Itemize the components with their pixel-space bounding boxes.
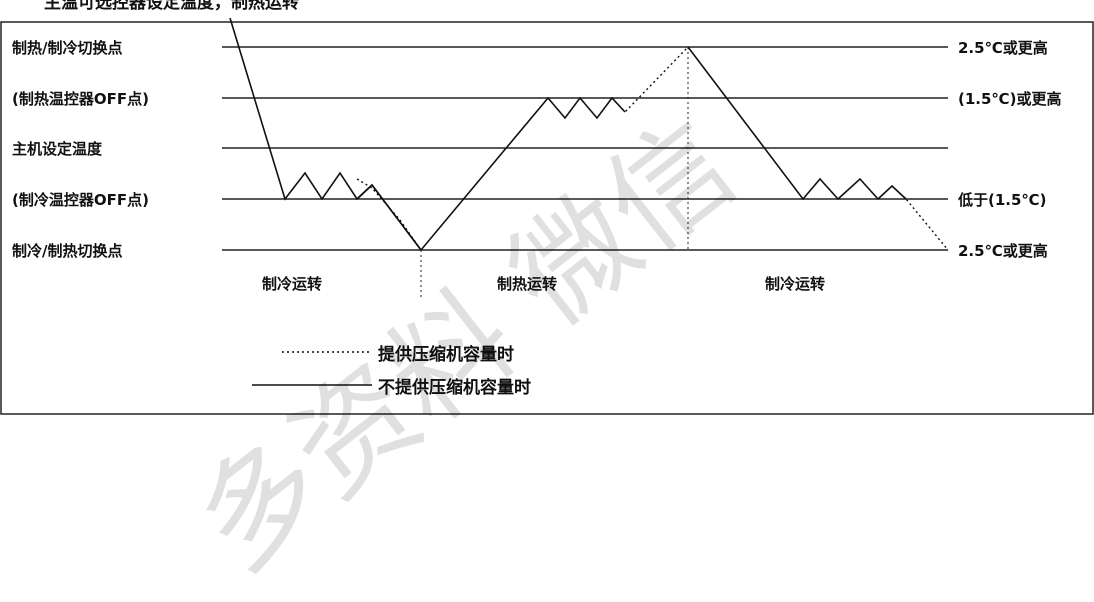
label-cool-thermo-off: (制冷温控器OFF点) (12, 191, 149, 209)
phase-cool-2: 制冷运转 (765, 275, 826, 293)
phase-heat: 制热运转 (497, 275, 558, 293)
temperature-curve-solid-2 (687, 46, 907, 201)
header-text: 主温可选控器设定温度，制热运转 (44, 0, 299, 13)
label-cool-heat-switch: 制冷/制热切换点 (12, 242, 123, 260)
phase-cool-1: 制冷运转 (262, 275, 323, 293)
right-label-row4: 低于(1.5℃) (958, 191, 1047, 209)
right-label-row5: 2.5℃或更高 (958, 242, 1048, 260)
temperature-curve-solid (229, 17, 626, 252)
label-heat-thermo-off: (制热温控器OFF点) (12, 90, 149, 108)
temperature-curve-dotted-3 (891, 185, 949, 251)
temperature-curve-solid-3 (356, 183, 422, 251)
legend-dotted-label: 提供压缩机容量时 (378, 345, 514, 365)
temperature-curve-dotted-2 (611, 46, 689, 114)
label-heat-cool-switch: 制热/制冷切换点 (12, 39, 123, 57)
label-set-temp: 主机设定温度 (12, 140, 103, 158)
right-label-row1: 2.5℃或更高 (958, 39, 1048, 57)
legend-solid-label: 不提供压缩机容量时 (378, 378, 531, 398)
right-label-row2: (1.5℃)或更高 (958, 90, 1062, 108)
switching-diagram-svg (0, 17, 1094, 415)
outer-border (0, 21, 1094, 415)
